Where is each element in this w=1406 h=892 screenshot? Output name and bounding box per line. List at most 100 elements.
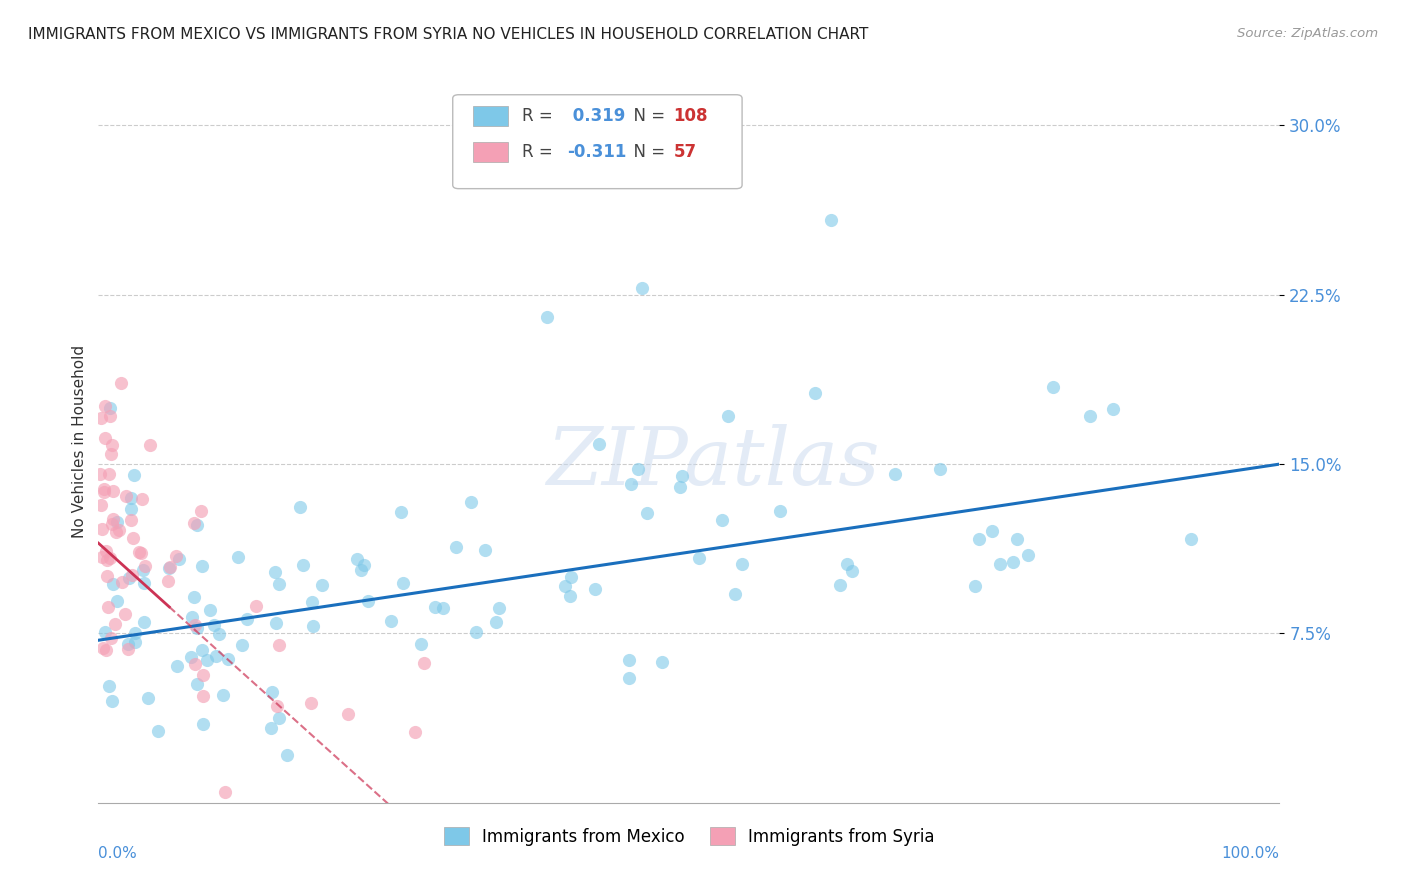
Point [117,641,139,656]
Point [191,643,214,657]
Point [226,549,249,564]
Point [98,409,121,423]
Point [820,213,842,227]
Point [183,590,205,604]
Point [134,558,156,573]
Point [101,516,124,531]
Point [290,500,312,514]
Point [191,716,214,731]
Point [93,624,115,639]
Point [96,552,118,566]
Point [617,671,640,685]
Point [630,281,652,295]
Text: 0.319: 0.319 [567,107,626,125]
Point [186,518,208,533]
Point [197,652,219,666]
Point [214,784,236,798]
Point [1002,555,1025,569]
Point [391,504,413,518]
Point [110,376,132,390]
Point [1180,532,1202,546]
Point [193,667,215,681]
Point [884,467,907,482]
Point [830,577,852,591]
Point [181,609,204,624]
Point [391,576,413,591]
Point [465,624,488,639]
Point [105,593,128,607]
Point [485,615,508,630]
Point [159,560,181,574]
Text: ZIPatlas: ZIPatlas [546,425,879,502]
Point [1005,532,1028,546]
Point [134,615,156,629]
Point [669,480,692,494]
Text: N =: N = [623,107,671,125]
Point [101,438,124,452]
Point [425,600,447,615]
Point [186,677,208,691]
Point [97,679,120,693]
Point [981,524,1004,538]
Point [260,722,283,736]
Point [346,551,368,566]
Point [269,577,291,591]
Point [245,599,267,614]
Point [128,545,150,559]
Point [100,632,122,646]
Text: R =: R = [523,143,558,161]
Point [717,409,740,423]
Point [724,587,747,601]
Point [166,658,188,673]
Text: 108: 108 [673,107,709,125]
Point [988,557,1011,571]
Text: R =: R = [523,107,558,125]
Point [357,594,380,608]
Text: -0.311: -0.311 [567,143,627,161]
Point [1042,380,1064,394]
Point [558,589,581,603]
Point [93,485,115,500]
Point [412,656,434,670]
Point [136,690,159,705]
Point [184,657,207,671]
Point [353,558,375,573]
Point [190,559,212,574]
Point [97,467,120,481]
Point [97,600,120,615]
Point [96,642,118,657]
Point [101,577,124,591]
Point [266,699,288,714]
FancyBboxPatch shape [472,142,508,162]
Point [129,546,152,560]
Point [190,504,212,518]
Text: 0.0%: 0.0% [98,847,138,861]
Point [260,685,283,699]
Point [122,468,145,483]
Text: Source: ZipAtlas.com: Source: ZipAtlas.com [1237,27,1378,40]
Point [111,574,134,589]
Point [90,499,112,513]
Point [117,637,139,651]
Point [1101,401,1123,416]
Point [301,594,323,608]
Point [115,489,138,503]
Point [96,569,118,583]
Point [636,506,658,520]
Point [101,483,124,498]
Point [114,607,136,622]
Point [105,524,128,539]
Point [107,523,129,537]
Point [651,656,673,670]
Text: N =: N = [623,143,671,161]
Point [617,653,640,667]
Point [165,549,187,564]
Point [120,491,142,505]
Point [688,551,710,566]
Point [180,649,202,664]
Point [184,618,207,632]
Point [100,447,122,461]
Point [183,516,205,531]
Point [710,513,733,527]
Point [90,550,112,565]
